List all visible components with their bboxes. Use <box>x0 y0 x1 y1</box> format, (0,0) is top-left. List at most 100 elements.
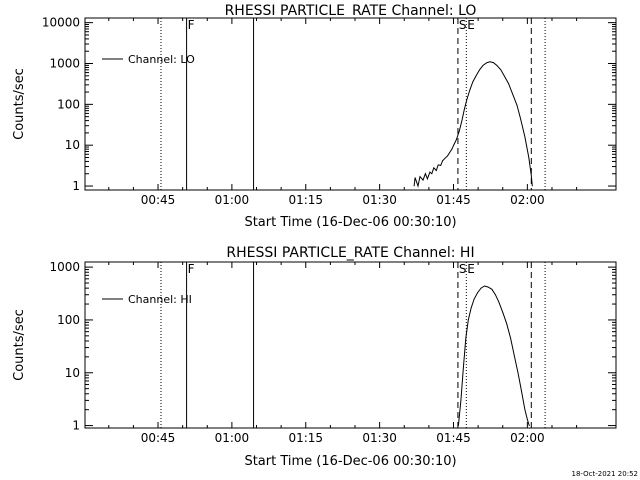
time-marker-label: F <box>188 18 195 32</box>
y-tick-label: 10 <box>65 138 80 152</box>
y-tick-label: 100 <box>57 97 80 111</box>
data-point <box>503 75 505 77</box>
data-point <box>496 64 498 66</box>
data-point <box>422 179 424 181</box>
data-point <box>458 425 459 426</box>
data-point <box>528 425 530 426</box>
x-axis-label: Start Time (16-Dec-06 00:30:10) <box>244 215 456 230</box>
plot-frame <box>84 17 617 191</box>
y-tick-label: 1000 <box>49 260 80 274</box>
data-point <box>528 157 530 158</box>
data-point <box>435 170 437 171</box>
data-point <box>419 176 421 178</box>
data-point <box>437 164 439 166</box>
time-marker-label: E <box>467 18 475 32</box>
x-tick-label: 01:00 <box>215 193 250 207</box>
time-marker-label: E <box>467 262 475 276</box>
data-point <box>463 109 465 110</box>
data-point <box>500 69 502 71</box>
legend-label: Channel: LO <box>128 53 195 66</box>
data-point <box>530 175 532 177</box>
x-tick-label: 00:45 <box>141 193 176 207</box>
data-point <box>526 419 528 420</box>
data-point <box>466 99 468 101</box>
data-point <box>472 81 474 83</box>
x-tick-label: 01:00 <box>215 431 250 445</box>
data-point <box>480 287 482 289</box>
x-tick-label: 00:45 <box>141 431 176 445</box>
chart-panel-0: RHESSI PARTICLE_RATE Channel: LO 00:45 01:… <box>12 3 617 230</box>
y-tick-label: 10000 <box>42 16 80 30</box>
x-tick-label: 02:00 <box>510 193 545 207</box>
data-point <box>486 62 488 64</box>
data-point <box>413 185 415 187</box>
time-marker-label: F <box>188 262 195 276</box>
data-point <box>502 311 504 313</box>
data-point <box>453 144 455 145</box>
data-point <box>414 177 416 179</box>
y-axis-label: Counts/sec <box>12 68 27 140</box>
data-point <box>475 75 477 77</box>
data-point <box>429 171 431 173</box>
data-point <box>516 104 518 106</box>
x-tick-label: 01:30 <box>362 193 397 207</box>
data-point <box>517 372 519 374</box>
data-point <box>426 178 428 180</box>
time-marker-label: S <box>459 262 467 276</box>
data-point <box>477 292 479 293</box>
data-point <box>520 118 521 119</box>
data-point <box>489 61 491 63</box>
y-tick-label: 1 <box>72 419 80 433</box>
data-point <box>524 409 526 411</box>
data-point <box>465 337 467 339</box>
y-axis-label: Counts/sec <box>12 309 27 381</box>
y-tick-label: 10 <box>65 366 80 380</box>
plot-frame <box>84 261 617 429</box>
data-point <box>487 286 489 288</box>
x-tick-label: 01:45 <box>436 193 471 207</box>
chart-panels: RHESSI PARTICLE_RATE Channel: LO 00:45 01:… <box>12 3 617 469</box>
x-tick-label: 01:45 <box>436 431 471 445</box>
series-line <box>413 61 533 188</box>
data-point <box>508 83 510 85</box>
x-tick-label: 02:00 <box>510 431 545 445</box>
y-tick-label: 100 <box>57 313 80 327</box>
data-point <box>461 120 463 122</box>
data-point <box>433 167 435 169</box>
footer-timestamp: 18-Oct-2021 20:52 <box>572 470 638 478</box>
data-point <box>462 368 464 369</box>
data-point <box>417 185 419 187</box>
data-point <box>444 157 446 159</box>
data-point <box>498 301 500 303</box>
data-point <box>492 62 494 64</box>
data-point <box>521 390 522 392</box>
x-axis-label: Start Time (16-Dec-06 00:30:10) <box>244 454 456 469</box>
data-point <box>460 399 462 401</box>
chart-title: RHESSI PARTICLE_RATE Channel: HI <box>226 245 474 261</box>
data-point <box>470 307 472 309</box>
series-line <box>457 285 530 426</box>
data-point <box>447 155 448 157</box>
data-point <box>512 93 513 95</box>
data-point <box>467 319 469 321</box>
data-point <box>510 337 512 339</box>
data-point <box>451 148 453 150</box>
data-point <box>469 89 471 91</box>
data-point <box>449 152 450 153</box>
data-point <box>459 130 460 132</box>
time-marker-label: S <box>459 18 467 32</box>
chart-panel-1: RHESSI PARTICLE_RATE Channel: HI 00:45 01:… <box>12 245 617 469</box>
chart-title: RHESSI PARTICLE_RATE Channel: LO <box>225 3 477 19</box>
x-tick-label: 01:15 <box>288 193 323 207</box>
data-point <box>425 173 426 175</box>
data-point <box>431 173 433 175</box>
data-point <box>491 288 493 290</box>
data-point <box>506 323 508 325</box>
data-point <box>440 165 442 166</box>
data-point <box>473 298 475 300</box>
data-point <box>524 136 526 138</box>
data-point <box>442 160 444 161</box>
x-tick-label: 01:15 <box>288 431 323 445</box>
x-tick-label: 01:30 <box>362 431 397 445</box>
